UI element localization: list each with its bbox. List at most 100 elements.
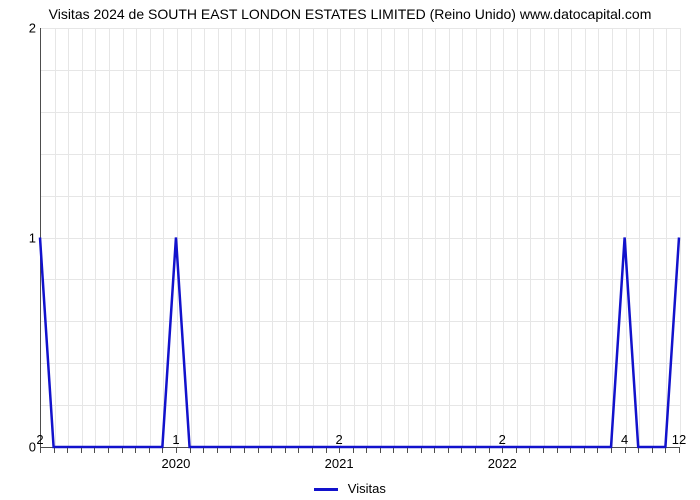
xtick-mark xyxy=(543,448,544,453)
series-visitas xyxy=(40,238,679,448)
xtick xyxy=(665,448,666,449)
line-chart: Visitas 2024 de SOUTH EAST LONDON ESTATE… xyxy=(0,0,700,500)
legend: Visitas xyxy=(0,481,700,496)
xtick-mark xyxy=(434,448,435,453)
xtick-mark xyxy=(135,448,136,453)
xtick-mark xyxy=(448,448,449,453)
xtick xyxy=(353,448,354,449)
xtick xyxy=(529,448,530,449)
xtick xyxy=(366,448,367,449)
xtick-value: 2 xyxy=(502,448,503,449)
xtick-mark xyxy=(665,448,666,453)
xtick xyxy=(393,448,394,449)
xtick-mark xyxy=(271,448,272,453)
xtick xyxy=(380,448,381,449)
xtick xyxy=(326,448,327,449)
xtick-mark xyxy=(475,448,476,453)
xtick-mark xyxy=(393,448,394,453)
xtick-mark xyxy=(353,448,354,453)
xtick-label-value: 2 xyxy=(335,432,342,447)
xtick-mark xyxy=(162,448,163,453)
legend-label: Visitas xyxy=(348,481,386,496)
xtick-mark xyxy=(421,448,422,453)
xtick-mark xyxy=(67,448,68,453)
xtick-label-year: 2020 xyxy=(161,456,190,471)
xtick-mark xyxy=(203,448,204,453)
xtick-mark xyxy=(529,448,530,453)
xtick xyxy=(298,448,299,449)
xtick xyxy=(461,448,462,449)
xtick xyxy=(407,448,408,449)
xtick xyxy=(489,448,490,449)
xtick-mark xyxy=(230,448,231,453)
xtick xyxy=(122,448,123,449)
xtick xyxy=(244,448,245,449)
xtick-mark xyxy=(638,448,639,453)
xtick xyxy=(258,448,259,449)
ytick-label: 2 xyxy=(29,21,36,36)
xtick-label-value: 12 xyxy=(672,432,686,447)
xtick-value: 4 xyxy=(625,448,626,449)
xtick xyxy=(475,448,476,449)
xtick-mark xyxy=(217,448,218,453)
xtick-mark xyxy=(597,448,598,453)
xtick-mark xyxy=(54,448,55,453)
xtick xyxy=(638,448,639,449)
xtick-label-year: 2021 xyxy=(325,456,354,471)
chart-title: Visitas 2024 de SOUTH EAST LONDON ESTATE… xyxy=(0,6,700,22)
xtick-mark xyxy=(570,448,571,453)
xtick xyxy=(54,448,55,449)
xtick-mark xyxy=(557,448,558,453)
xtick-mark xyxy=(190,448,191,453)
xtick xyxy=(570,448,571,449)
xtick xyxy=(448,448,449,449)
xtick-mark xyxy=(652,448,653,453)
xtick xyxy=(611,448,612,449)
xtick-mark xyxy=(516,448,517,453)
xtick-mark xyxy=(489,448,490,453)
xtick xyxy=(67,448,68,449)
xtick xyxy=(190,448,191,449)
xtick-mark xyxy=(407,448,408,453)
xtick xyxy=(162,448,163,449)
xtick-mark xyxy=(611,448,612,453)
xtick xyxy=(516,448,517,449)
xtick xyxy=(543,448,544,449)
xtick-value: 12 xyxy=(679,448,680,449)
xtick-mark xyxy=(312,448,313,453)
xtick-mark xyxy=(94,448,95,453)
legend-swatch xyxy=(314,488,338,491)
ytick-label: 0 xyxy=(29,440,36,455)
xtick xyxy=(135,448,136,449)
xtick xyxy=(230,448,231,449)
series-line-layer xyxy=(40,28,680,448)
xtick xyxy=(149,448,150,449)
xtick xyxy=(434,448,435,449)
xtick-label-value: 4 xyxy=(621,432,628,447)
xtick-value: 1 xyxy=(176,448,177,449)
xtick-label-value: 2 xyxy=(499,432,506,447)
xtick-value: 2 xyxy=(339,448,340,449)
xtick-mark xyxy=(380,448,381,453)
xtick-mark xyxy=(108,448,109,453)
xtick xyxy=(81,448,82,449)
xtick-label-value: 1 xyxy=(172,432,179,447)
xtick xyxy=(217,448,218,449)
xtick xyxy=(584,448,585,449)
xtick-mark xyxy=(149,448,150,453)
xtick xyxy=(421,448,422,449)
xtick-mark xyxy=(244,448,245,453)
xtick xyxy=(203,448,204,449)
xtick xyxy=(271,448,272,449)
xtick xyxy=(94,448,95,449)
xtick xyxy=(557,448,558,449)
xtick-label-value: 2 xyxy=(36,432,43,447)
xtick xyxy=(597,448,598,449)
xtick-mark xyxy=(258,448,259,453)
xtick xyxy=(285,448,286,449)
xtick-value: 2 xyxy=(40,448,41,449)
xtick-mark xyxy=(298,448,299,453)
xtick-mark xyxy=(584,448,585,453)
xtick-mark xyxy=(326,448,327,453)
xtick-label-year: 2022 xyxy=(488,456,517,471)
